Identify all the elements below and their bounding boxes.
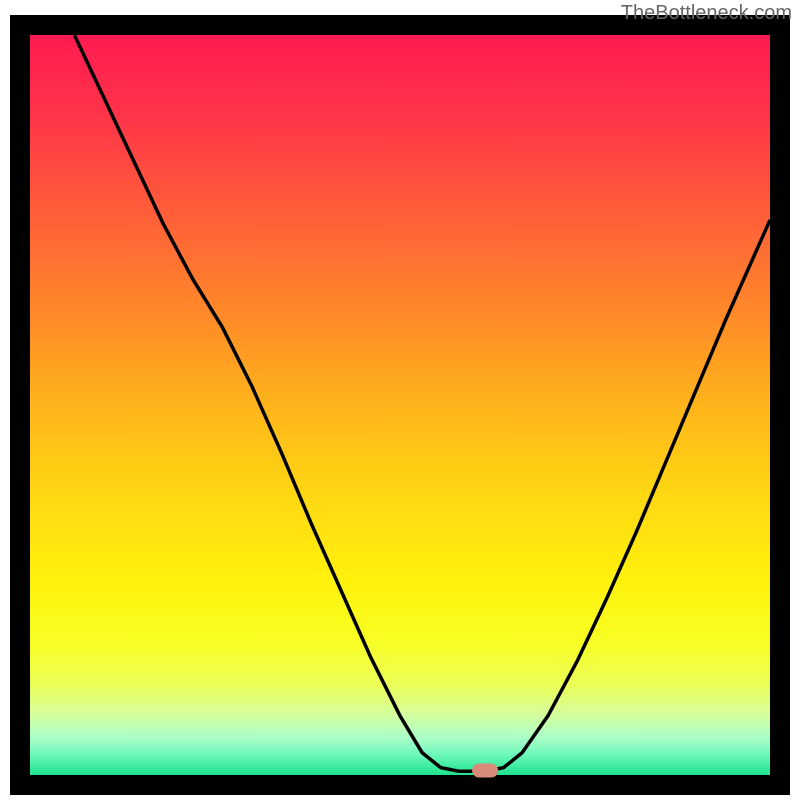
minimum-marker	[472, 764, 498, 778]
chart-container: TheBottleneck.com	[0, 0, 800, 800]
watermark-text: TheBottleneck.com	[621, 2, 792, 25]
chart-background	[30, 35, 770, 775]
bottleneck-chart	[0, 0, 800, 800]
